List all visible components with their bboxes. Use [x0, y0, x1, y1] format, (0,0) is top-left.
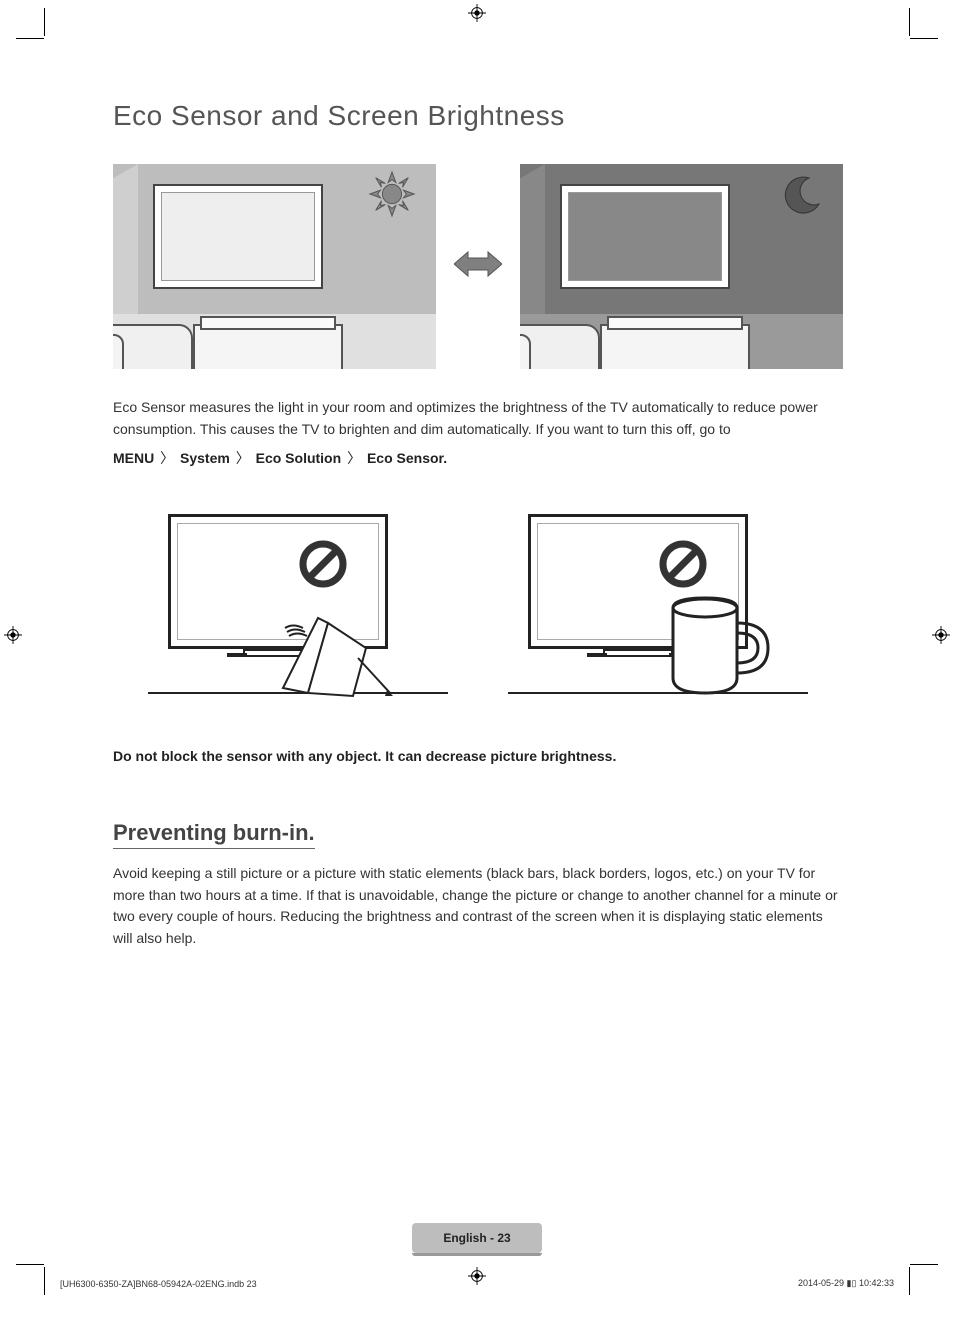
footer-timestamp: 2014-05-29 ▮▯ 10:42:33 — [798, 1278, 894, 1289]
registration-mark-icon — [4, 626, 22, 644]
page-number-tab: English - 23 — [412, 1223, 542, 1253]
moon-icon — [781, 174, 823, 216]
prohibit-icon — [658, 539, 708, 589]
burnin-description: Avoid keeping a still picture or a pictu… — [113, 863, 843, 950]
registration-mark-icon — [468, 1267, 486, 1285]
sensor-blocked-figures — [113, 514, 843, 704]
section-title: Eco Sensor and Screen Brightness — [113, 100, 843, 132]
sensor-warning: Do not block the sensor with any object.… — [113, 748, 843, 764]
menu-path: MENU 〉 System 〉 Eco Solution 〉 Eco Senso… — [113, 448, 843, 470]
notebook-illustration — [263, 588, 393, 698]
page-content: Eco Sensor and Screen Brightness — [113, 100, 843, 958]
figure-notebook-blocks-sensor — [168, 514, 428, 704]
chevron-right-icon: 〉 — [234, 448, 252, 470]
footer-filename: [UH6300-6350-ZA]BN68-05942A-02ENG.indb 2… — [60, 1279, 257, 1289]
double-arrow-icon — [454, 249, 502, 284]
figure-mug-blocks-sensor — [528, 514, 788, 704]
room-dark — [520, 164, 843, 369]
registration-mark-icon — [932, 626, 950, 644]
mug-illustration — [663, 593, 773, 698]
tv-illustration — [560, 184, 730, 289]
eco-description: Eco Sensor measures the light in your ro… — [113, 397, 843, 440]
room-comparison — [113, 164, 843, 369]
chevron-right-icon: 〉 — [345, 448, 363, 470]
room-bright — [113, 164, 436, 369]
tv-illustration — [153, 184, 323, 289]
prohibit-icon — [298, 539, 348, 589]
sun-icon — [368, 170, 416, 218]
subsection-title: Preventing burn-in. — [113, 820, 315, 849]
registration-mark-icon — [468, 4, 486, 22]
chevron-right-icon: 〉 — [158, 448, 176, 470]
